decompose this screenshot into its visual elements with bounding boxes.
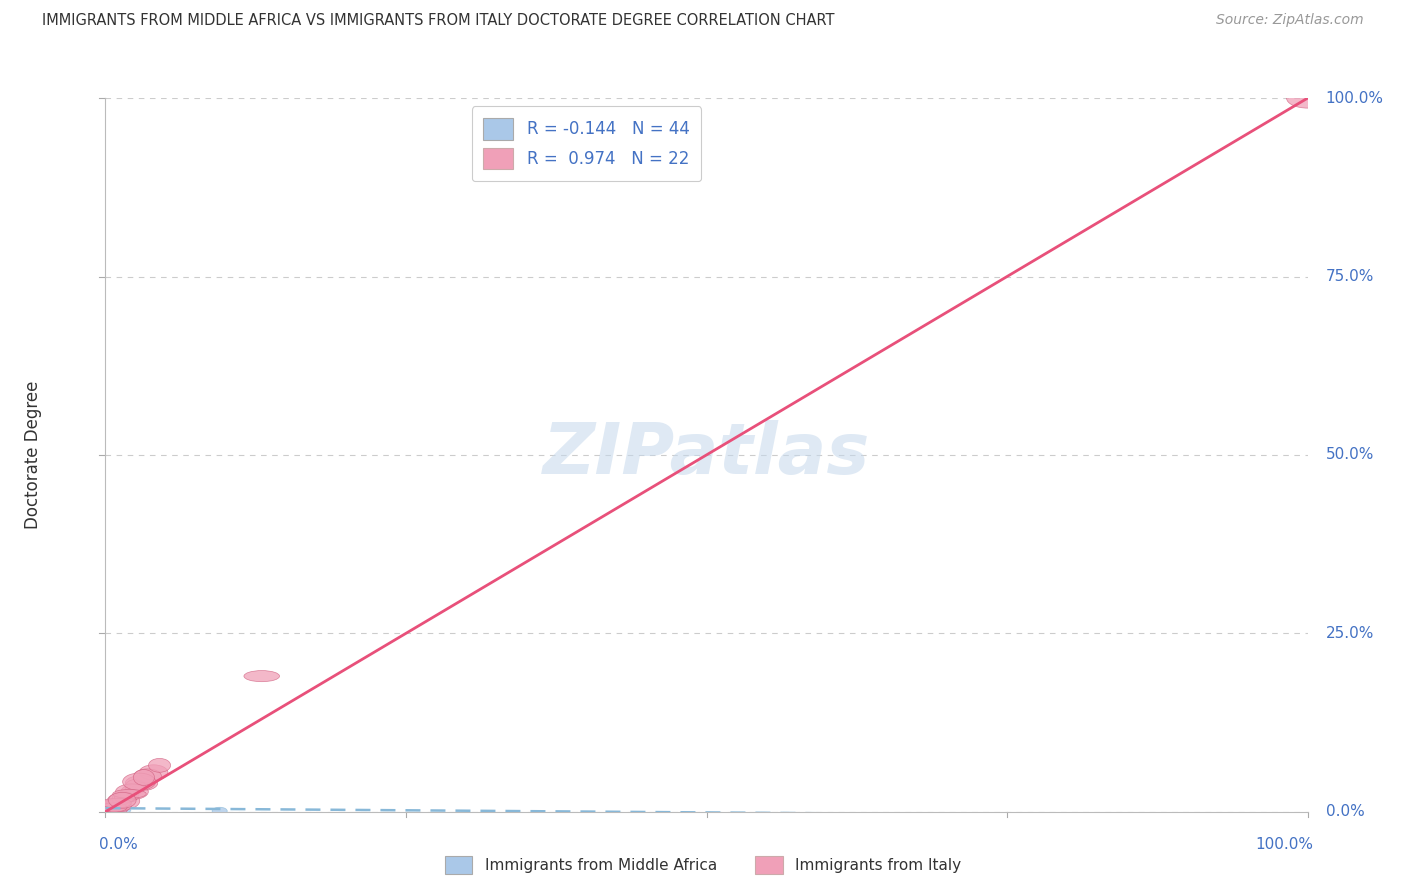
Ellipse shape bbox=[104, 802, 121, 810]
Ellipse shape bbox=[105, 798, 129, 811]
Ellipse shape bbox=[104, 805, 118, 809]
Ellipse shape bbox=[107, 806, 125, 812]
Ellipse shape bbox=[104, 805, 114, 813]
Ellipse shape bbox=[104, 805, 120, 812]
Text: 75.0%: 75.0% bbox=[1326, 269, 1374, 284]
Ellipse shape bbox=[114, 792, 135, 803]
Ellipse shape bbox=[1286, 88, 1329, 108]
Ellipse shape bbox=[114, 807, 127, 814]
Text: Source: ZipAtlas.com: Source: ZipAtlas.com bbox=[1216, 13, 1364, 28]
Ellipse shape bbox=[125, 775, 157, 791]
Ellipse shape bbox=[105, 805, 127, 814]
Ellipse shape bbox=[108, 805, 122, 811]
Ellipse shape bbox=[149, 758, 170, 772]
Ellipse shape bbox=[104, 807, 124, 814]
Ellipse shape bbox=[112, 789, 146, 798]
Text: ZIPatlas: ZIPatlas bbox=[543, 420, 870, 490]
Ellipse shape bbox=[105, 806, 117, 812]
Ellipse shape bbox=[122, 773, 156, 790]
Ellipse shape bbox=[103, 805, 125, 812]
Ellipse shape bbox=[243, 671, 280, 681]
Text: 100.0%: 100.0% bbox=[1256, 837, 1313, 852]
Ellipse shape bbox=[107, 807, 124, 813]
Ellipse shape bbox=[118, 790, 136, 802]
Ellipse shape bbox=[103, 805, 118, 809]
Ellipse shape bbox=[112, 793, 131, 805]
Text: 100.0%: 100.0% bbox=[1326, 91, 1384, 105]
Ellipse shape bbox=[115, 784, 148, 799]
Ellipse shape bbox=[100, 805, 121, 808]
Legend: R = -0.144   N = 44, R =  0.974   N = 22: R = -0.144 N = 44, R = 0.974 N = 22 bbox=[471, 106, 702, 181]
Ellipse shape bbox=[117, 807, 131, 814]
Ellipse shape bbox=[103, 805, 120, 809]
Ellipse shape bbox=[112, 806, 122, 812]
Ellipse shape bbox=[120, 786, 139, 802]
Ellipse shape bbox=[108, 792, 136, 808]
Text: Doctorate Degree: Doctorate Degree bbox=[24, 381, 42, 529]
Legend: Immigrants from Middle Africa, Immigrants from Italy: Immigrants from Middle Africa, Immigrant… bbox=[439, 850, 967, 880]
Ellipse shape bbox=[108, 807, 121, 814]
Ellipse shape bbox=[105, 805, 120, 811]
Ellipse shape bbox=[103, 805, 117, 811]
Ellipse shape bbox=[101, 803, 117, 810]
Ellipse shape bbox=[139, 764, 167, 780]
Ellipse shape bbox=[125, 780, 146, 794]
Ellipse shape bbox=[115, 806, 127, 814]
Ellipse shape bbox=[98, 803, 120, 807]
Ellipse shape bbox=[101, 804, 121, 810]
Ellipse shape bbox=[104, 806, 124, 811]
Ellipse shape bbox=[104, 805, 121, 813]
Ellipse shape bbox=[104, 805, 117, 810]
Ellipse shape bbox=[107, 805, 124, 812]
Ellipse shape bbox=[101, 798, 131, 808]
Text: 25.0%: 25.0% bbox=[1326, 626, 1374, 640]
Ellipse shape bbox=[101, 805, 118, 811]
Ellipse shape bbox=[110, 804, 122, 813]
Ellipse shape bbox=[108, 805, 120, 813]
Ellipse shape bbox=[104, 806, 125, 814]
Ellipse shape bbox=[105, 805, 120, 814]
Ellipse shape bbox=[107, 805, 121, 814]
Ellipse shape bbox=[111, 807, 125, 812]
Ellipse shape bbox=[212, 807, 228, 814]
Ellipse shape bbox=[103, 806, 118, 814]
Text: 0.0%: 0.0% bbox=[100, 837, 138, 852]
Text: 0.0%: 0.0% bbox=[1326, 805, 1364, 819]
Ellipse shape bbox=[101, 803, 127, 812]
Ellipse shape bbox=[94, 801, 128, 815]
Ellipse shape bbox=[104, 805, 121, 811]
Ellipse shape bbox=[134, 770, 155, 785]
Ellipse shape bbox=[103, 805, 118, 813]
Ellipse shape bbox=[104, 806, 120, 814]
Ellipse shape bbox=[108, 806, 120, 813]
Ellipse shape bbox=[104, 806, 122, 813]
Text: 50.0%: 50.0% bbox=[1326, 448, 1374, 462]
Ellipse shape bbox=[134, 769, 162, 783]
Ellipse shape bbox=[112, 807, 125, 814]
Ellipse shape bbox=[114, 807, 125, 813]
Text: IMMIGRANTS FROM MIDDLE AFRICA VS IMMIGRANTS FROM ITALY DOCTORATE DEGREE CORRELAT: IMMIGRANTS FROM MIDDLE AFRICA VS IMMIGRA… bbox=[42, 13, 835, 29]
Ellipse shape bbox=[98, 800, 131, 813]
Ellipse shape bbox=[107, 792, 139, 810]
